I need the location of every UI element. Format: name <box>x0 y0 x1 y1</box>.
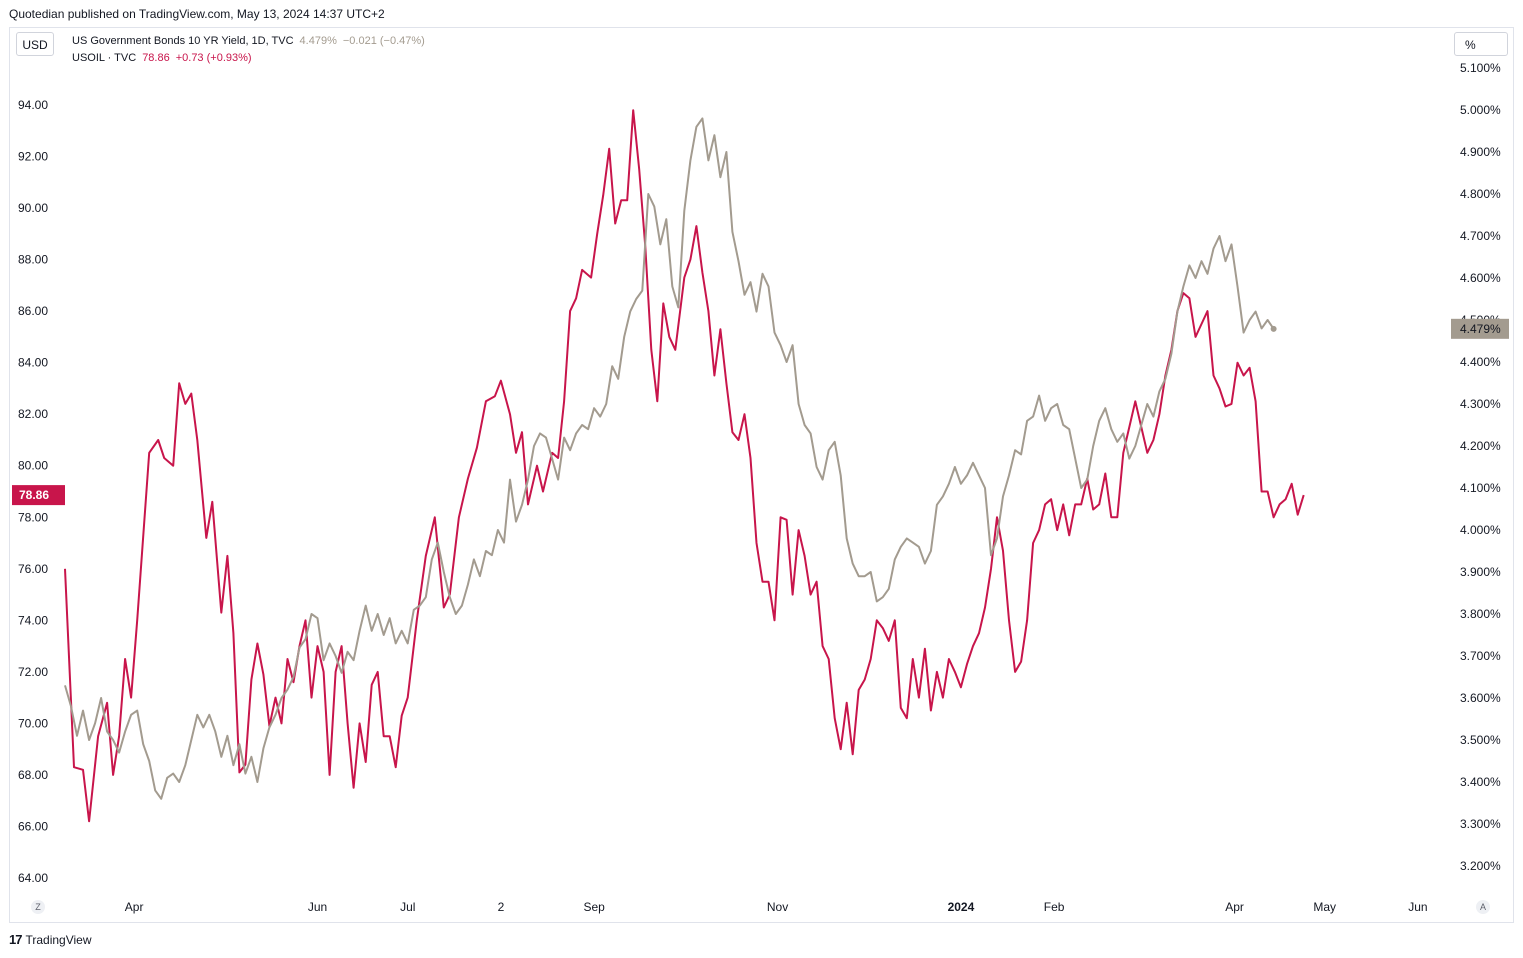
legend-bond-last: 4.479% <box>299 35 337 47</box>
x-axis-tick-label: Jul <box>400 900 415 914</box>
right-axis-tick-label: 4.900% <box>1460 145 1501 159</box>
legend-oil-last: 78.86 <box>142 52 170 64</box>
left-axis-tick-label: 82.00 <box>18 407 48 421</box>
x-axis-tick-label: Nov <box>767 900 788 914</box>
left-currency-button[interactable]: USD <box>16 32 54 56</box>
right-axis-tick-label: 4.400% <box>1460 355 1501 369</box>
right-axis-tick-label: 4.600% <box>1460 271 1501 285</box>
left-axis-tick-label: 64.00 <box>18 871 48 885</box>
left-axis-tick-label: 68.00 <box>18 768 48 782</box>
x-axis-tick-label: 2024 <box>948 900 975 914</box>
left-axis-tick-label: 76.00 <box>18 562 48 576</box>
left-axis-tick-label: 84.00 <box>18 356 48 370</box>
right-axis-tick-label: 4.300% <box>1460 397 1501 411</box>
x-axis-tick-label: Apr <box>1225 900 1244 914</box>
x-axis-tick-label: Apr <box>125 900 144 914</box>
legend-bond[interactable]: US Government Bonds 10 YR Yield, 1D, TVC… <box>72 35 431 47</box>
right-axis-tick-label: 3.900% <box>1460 565 1501 579</box>
x-axis-tick-label: Jun <box>1408 900 1427 914</box>
left-axis-tick-label: 94.00 <box>18 98 48 112</box>
legend-oil-title: USOIL · TVC <box>72 52 137 64</box>
x-axis-tick-label: Feb <box>1044 900 1065 914</box>
left-axis-tick-label: 80.00 <box>18 459 48 473</box>
chart-frame <box>9 27 1514 923</box>
x-axis-tick-label: Sep <box>583 900 605 914</box>
left-axis-tick-label: 70.00 <box>18 716 48 730</box>
footer-branding[interactable]: 17 TradingView <box>9 932 92 947</box>
right-axis-tick-label: 4.000% <box>1460 523 1501 537</box>
left-axis-tick-label: 88.00 <box>18 253 48 267</box>
left-axis-tick-label: 78.00 <box>18 510 48 524</box>
right-axis-tick-label: 4.200% <box>1460 439 1501 453</box>
right-axis-tick-label: 3.500% <box>1460 733 1501 747</box>
right-axis-tick-label: 3.700% <box>1460 649 1501 663</box>
auto-scale-button[interactable]: A <box>1476 900 1490 914</box>
footer-brand-text: TradingView <box>25 932 92 947</box>
right-axis-tick-label: 4.100% <box>1460 481 1501 495</box>
x-axis-tick-label: 2 <box>498 900 505 914</box>
bond-last-point-marker <box>1270 325 1277 332</box>
right-axis-tick-label: 3.800% <box>1460 607 1501 621</box>
right-axis-tick-label: 3.400% <box>1460 775 1501 789</box>
right-axis-tick-label: 3.200% <box>1460 859 1501 873</box>
series-line-bond-yield <box>64 117 1275 800</box>
legend-oil-change: +0.73 (+0.93%) <box>175 52 252 64</box>
left-axis-tick-label: 66.00 <box>18 819 48 833</box>
right-axis-tick-label: 5.100% <box>1460 61 1501 75</box>
x-axis-tick-label: May <box>1313 900 1336 914</box>
right-last-value-badge <box>1451 318 1509 339</box>
left-last-value-badge <box>12 485 65 506</box>
legend-bond-change: −0.021 (−0.47%) <box>342 35 425 47</box>
left-axis-tick-label: 86.00 <box>18 304 48 318</box>
right-unit-button[interactable]: % <box>1454 32 1508 56</box>
right-last-value-label: 4.479% <box>1460 322 1501 336</box>
legend-oil[interactable]: USOIL · TVC 78.86 +0.73 (+0.93%) <box>72 52 258 64</box>
left-axis-tick-label: 72.00 <box>18 665 48 679</box>
left-last-value-label: 78.86 <box>19 488 49 502</box>
right-axis-tick-label: 3.300% <box>1460 817 1501 831</box>
x-axis-tick-label: Jun <box>308 900 327 914</box>
legend-bond-title: US Government Bonds 10 YR Yield, 1D, TVC <box>72 35 294 47</box>
left-axis-tick-label: 74.00 <box>18 613 48 627</box>
right-axis-tick-label: 5.000% <box>1460 103 1501 117</box>
series-line-usoil <box>64 109 1305 823</box>
tradingview-logo-icon: 17 <box>9 932 23 947</box>
publisher-caption: Quotedian published on TradingView.com, … <box>9 7 385 21</box>
left-axis-tick-label: 90.00 <box>18 201 48 215</box>
right-axis-tick-label: 3.600% <box>1460 691 1501 705</box>
right-axis-tick-label: 4.700% <box>1460 229 1501 243</box>
right-axis-tick-label: 4.800% <box>1460 187 1501 201</box>
timezone-button[interactable]: Z <box>31 900 45 914</box>
left-axis-tick-label: 92.00 <box>18 150 48 164</box>
